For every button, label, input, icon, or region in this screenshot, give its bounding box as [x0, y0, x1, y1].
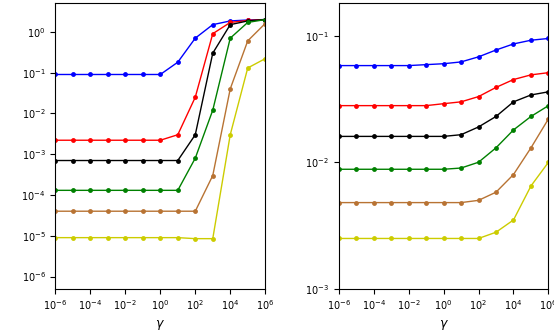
X-axis label: $\gamma$: $\gamma$ — [155, 318, 165, 332]
X-axis label: $\gamma$: $\gamma$ — [439, 318, 449, 332]
